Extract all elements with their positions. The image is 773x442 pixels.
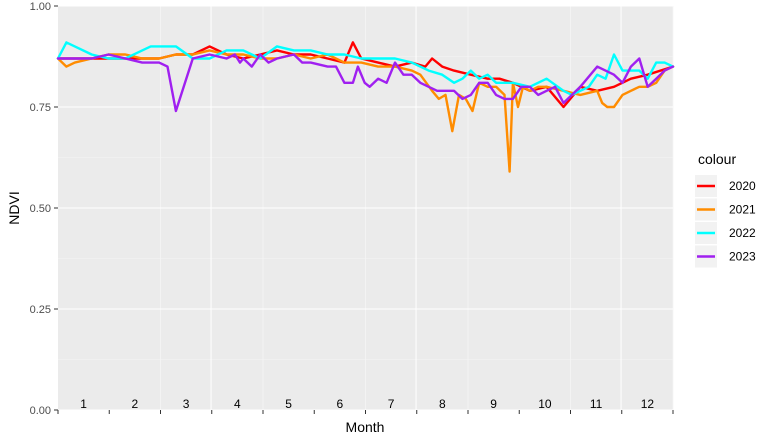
legend-label-2021: 2021 [729, 203, 756, 217]
legend-title: colour [698, 151, 736, 167]
legend: colour 2020 2021 2022 2023 [695, 151, 756, 268]
month-label: 6 [337, 397, 344, 411]
y-axis-title: NDVI [6, 191, 22, 224]
y-tick-label: 1.00 [30, 1, 51, 13]
month-label: 9 [490, 397, 497, 411]
month-label: 3 [183, 397, 190, 411]
y-tick-label: 0.00 [30, 405, 51, 417]
month-labels: 1 2 3 4 5 6 7 8 9 10 11 12 [80, 397, 654, 411]
x-axis-title: Month [346, 419, 385, 435]
month-label: 7 [388, 397, 395, 411]
y-tick-label: 0.75 [30, 102, 51, 114]
month-label: 8 [439, 397, 446, 411]
legend-label-2020: 2020 [729, 179, 756, 193]
legend-label-2022: 2022 [729, 226, 756, 240]
month-label: 4 [234, 397, 241, 411]
month-label: 10 [538, 397, 552, 411]
series-line-2022 [56, 41, 675, 97]
series-line-2023 [56, 53, 675, 113]
y-tick-label: 0.50 [30, 203, 51, 215]
y-tick-label: 0.25 [30, 304, 51, 316]
month-label: 2 [132, 397, 139, 411]
x-axis-ticks [57, 410, 674, 414]
month-label: 1 [80, 397, 87, 411]
series-lines [56, 41, 675, 173]
month-label: 11 [590, 397, 603, 411]
series-line-2021 [56, 49, 675, 173]
month-label: 5 [285, 397, 292, 411]
y-axis: 0.00 0.25 0.50 0.75 1.00 [30, 1, 58, 417]
month-label: 12 [641, 397, 655, 411]
legend-label-2023: 2023 [729, 250, 756, 264]
